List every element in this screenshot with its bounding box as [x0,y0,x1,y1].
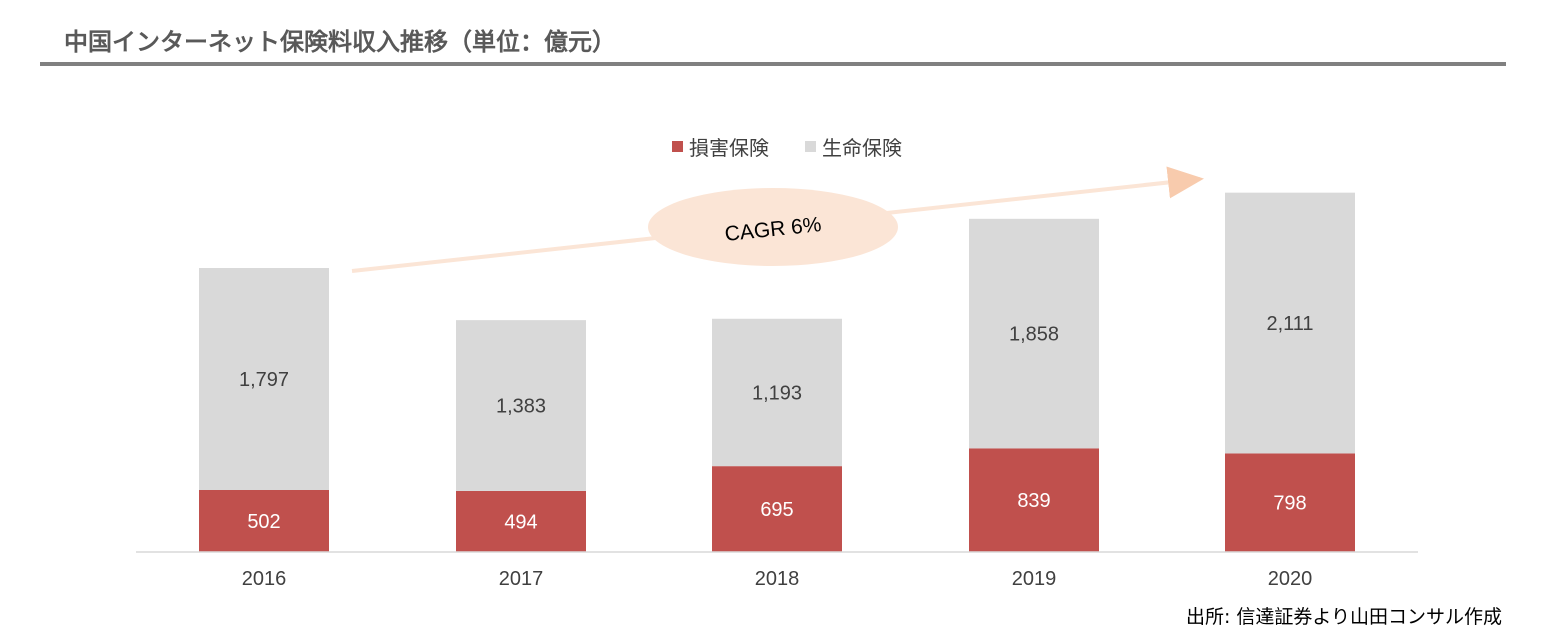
cagr-annotation: CAGR 6% [351,166,1204,273]
legend-label-nonlife: 損害保険 [689,136,769,160]
bar-nonlife-2018 [712,466,842,552]
bar-nonlife-2016 [199,489,329,552]
data-label-life-2020: 2,111 [1266,313,1313,335]
legend-item-nonlife: 損害保険 [672,132,769,161]
bar-nonlife-2019 [969,448,1099,552]
title-divider [40,62,1506,66]
x-tick-2018: 2018 [755,568,800,590]
bar-life-2018 [712,318,842,467]
data-label-life-2019: 1,858 [1009,324,1059,346]
x-tick-labels: 2016 2017 2018 2019 2020 [242,568,1313,590]
data-label-nonlife-2016: 502 [247,511,280,533]
data-label-life-2018: 1,193 [752,382,802,404]
source-note: 出所: 信達証券より山田コンサル作成 [1185,606,1502,628]
data-label-nonlife-2020: 798 [1273,493,1306,515]
chart-title: 中国インターネット保険料収入推移（単位：億元） [64,28,616,56]
data-label-nonlife-2019: 839 [1017,490,1050,512]
data-label-nonlife-2017: 494 [504,511,537,533]
x-tick-2016: 2016 [242,568,287,590]
bar-nonlife-2017 [456,490,586,552]
bar-life-2020 [1225,192,1355,454]
legend-swatch-nonlife [672,141,683,152]
x-tick-2020: 2020 [1268,568,1313,590]
legend: 損害保険 生命保険 [0,132,1562,160]
data-label-life-2016: 1,797 [239,369,289,391]
bar-nonlife-2020 [1225,453,1355,552]
legend-swatch-life [805,141,816,152]
bar-life-2019 [969,218,1099,449]
legend-item-life: 生命保険 [805,132,902,161]
bar-life-2017 [456,320,586,491]
bars-layer: 502 1,797 494 1,383 695 1,193 839 1,858 798 2,111 [199,192,1355,552]
bar-life-2016 [199,268,329,490]
data-label-nonlife-2018: 695 [760,499,793,521]
x-tick-2019: 2019 [1012,568,1057,590]
x-tick-2017: 2017 [499,568,544,590]
cagr-ellipse [648,188,898,266]
legend-label-life: 生命保険 [822,136,902,160]
data-label-life-2017: 1,383 [496,396,546,418]
